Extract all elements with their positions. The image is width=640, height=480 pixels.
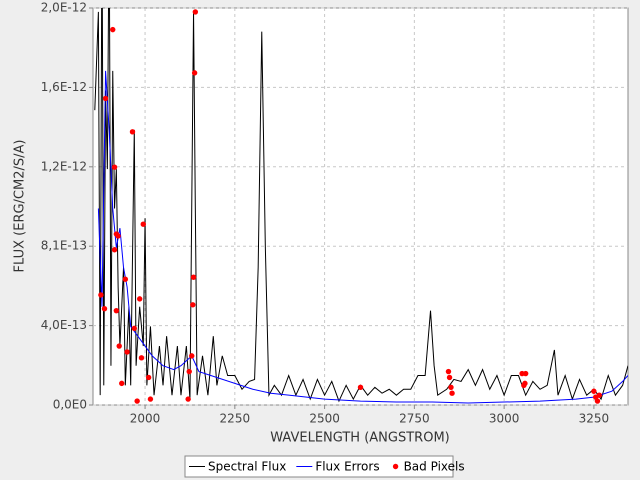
- bad-pixel-point: [134, 398, 140, 404]
- bad-pixel-point: [102, 95, 109, 102]
- bad-pixel-point: [140, 221, 146, 227]
- y-tick-label: 8,1E-13: [41, 239, 87, 253]
- bad-pixel-point: [101, 305, 108, 312]
- bad-pixel-point: [448, 384, 454, 391]
- legend-label: Bad Pixels: [404, 460, 465, 474]
- bad-pixel-point: [445, 368, 452, 375]
- legend-label: Flux Errors: [315, 460, 379, 474]
- y-tick-label: 2,0E-12: [41, 1, 87, 15]
- bad-pixel-point: [111, 164, 118, 170]
- bad-pixel-point: [138, 355, 145, 361]
- bad-pixel-point: [190, 274, 197, 280]
- bad-pixel-point: [110, 26, 116, 33]
- y-tick-label: 0,0E0: [53, 398, 87, 412]
- bad-pixel-point: [191, 70, 198, 76]
- x-tick-label: 2750: [399, 412, 430, 426]
- bad-pixel-point: [449, 390, 455, 396]
- bad-pixel-point: [594, 398, 601, 404]
- bad-pixel-point: [115, 233, 121, 239]
- bad-pixel-point: [116, 343, 122, 349]
- bad-pixel-point: [131, 325, 137, 332]
- x-axis-title: WAVELENGTH (ANGSTROM): [270, 431, 449, 446]
- legend-box: [184, 455, 454, 478]
- bad-pixel-point: [192, 9, 199, 15]
- bad-pixel-point: [122, 276, 129, 282]
- bad-pixel-point: [147, 396, 154, 402]
- bad-pixel-point: [124, 349, 130, 355]
- x-tick-label: 3250: [579, 412, 610, 426]
- bad-pixel-point: [113, 307, 120, 314]
- bad-pixel-point: [136, 296, 143, 302]
- bad-pixel-point: [446, 374, 453, 381]
- x-tick-label: 2250: [220, 412, 251, 426]
- y-axis-title: FLUX (ERG/CM2/S/A): [13, 140, 28, 273]
- bad-pixel-point: [591, 388, 597, 394]
- bad-pixel-point: [129, 129, 136, 135]
- x-tick-label: 2500: [309, 412, 340, 426]
- legend-marker: [392, 463, 399, 470]
- bad-pixel-point: [596, 392, 602, 398]
- bad-pixel-point: [145, 374, 152, 381]
- legend-label: Spectral Flux: [208, 460, 286, 474]
- bad-pixel-point: [357, 384, 364, 391]
- bad-pixel-point: [522, 370, 529, 377]
- x-tick-label: 2000: [130, 412, 161, 426]
- bad-pixel-point: [185, 396, 191, 402]
- y-tick-label: 1,2E-12: [41, 159, 87, 173]
- bad-pixel-point: [111, 247, 118, 253]
- bad-pixel-point: [119, 380, 125, 387]
- y-tick-label: 4,0E-13: [41, 318, 87, 332]
- bad-pixel-point: [186, 368, 192, 375]
- plot-area: [92, 7, 629, 406]
- bad-pixel-point: [522, 380, 528, 387]
- y-tick-label: 1,6E-12: [41, 80, 87, 94]
- bad-pixel-point: [189, 353, 195, 359]
- x-tick-label: 3000: [489, 412, 520, 426]
- bad-pixel-point: [98, 292, 104, 298]
- series-line: [94, 8, 628, 403]
- bad-pixel-point: [190, 302, 196, 308]
